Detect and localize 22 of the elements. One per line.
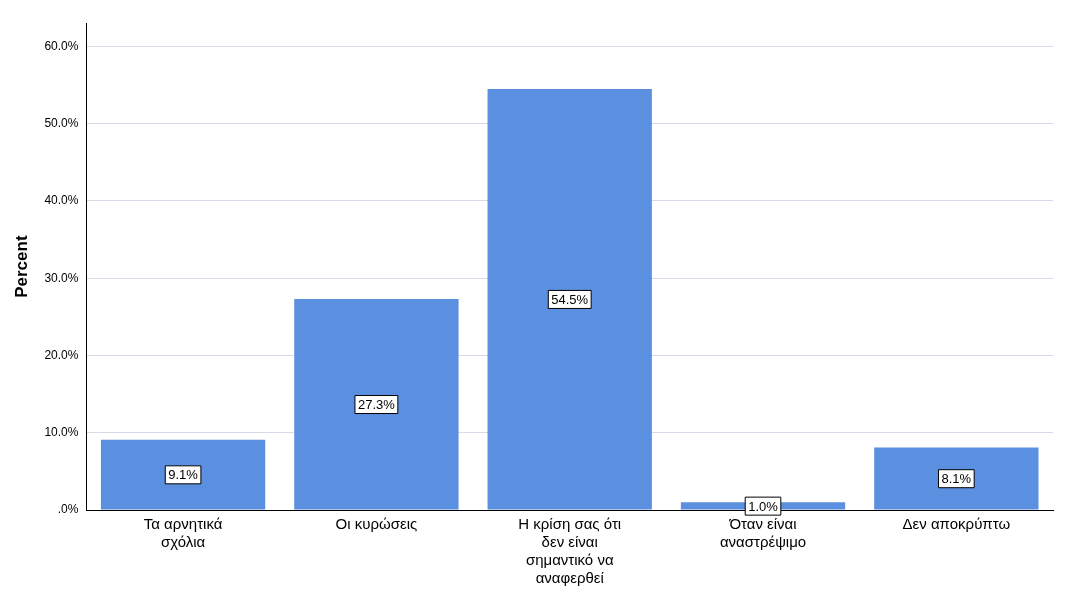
y-tick-label: 30.0% xyxy=(44,270,79,285)
x-tick-label: Η κρίση σας ότι δεν είναι σημαντικό να αναφερθεί xyxy=(518,515,622,587)
y-tick-label: 50.0% xyxy=(44,115,79,130)
x-tick-label: Οι κυρώσεις xyxy=(335,515,418,533)
x-tick-label: Όταν είναι αναστρέψιμο xyxy=(719,515,807,551)
bar xyxy=(100,439,266,510)
bar xyxy=(874,447,1039,510)
y-axis-title: Percent xyxy=(11,235,31,298)
bar xyxy=(487,88,652,510)
y-tick-label: 10.0% xyxy=(44,425,79,440)
data-label: 27.3% xyxy=(357,397,396,413)
data-label: 9.1% xyxy=(168,467,199,483)
x-tick-label: Δεν αποκρύπτω xyxy=(902,515,1011,533)
data-label: 8.1% xyxy=(941,471,972,487)
y-tick-label: 40.0% xyxy=(44,193,79,208)
y-tick-label: 60.0% xyxy=(44,38,79,53)
y-tick-label: 20.0% xyxy=(44,347,79,362)
bar xyxy=(294,299,459,510)
data-label: 1.0% xyxy=(748,498,779,514)
y-tick-label: .0% xyxy=(57,502,79,517)
x-tick-label: Τα αρνητικά σχόλια xyxy=(143,515,223,551)
data-label: 54.5% xyxy=(551,292,589,308)
